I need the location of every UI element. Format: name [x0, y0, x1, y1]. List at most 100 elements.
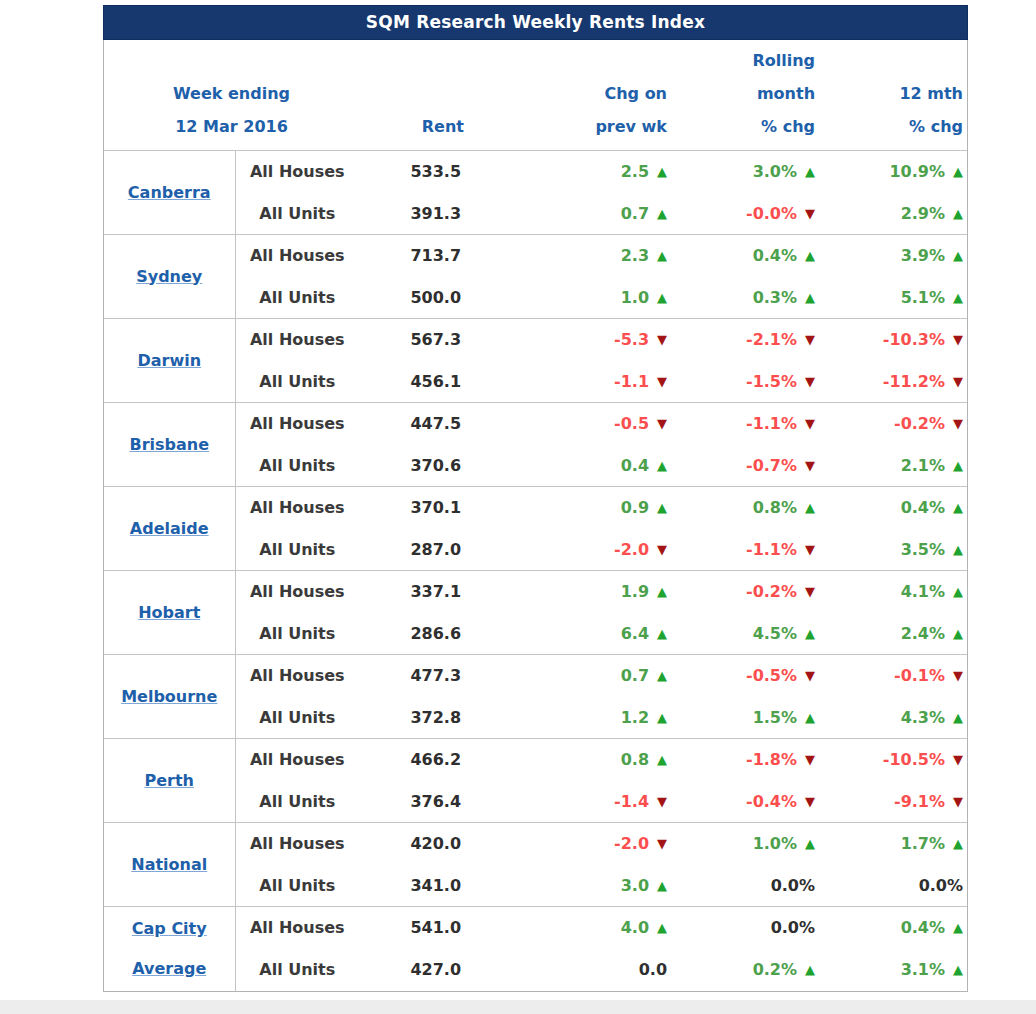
trend-arrow-icon: [953, 584, 963, 599]
chg-prev-wk-cell: -1.1: [466, 361, 669, 403]
table-title: SQM Research Weekly Rents Index: [366, 12, 705, 32]
trend-arrow-icon: [657, 332, 667, 347]
rent-value: 370.6: [359, 445, 466, 487]
chg-value: 1.2: [621, 708, 649, 727]
property-type: All Units: [235, 277, 359, 319]
trend-arrow-icon: [805, 752, 815, 767]
12mth-cell: 3.1%: [817, 949, 967, 991]
header-line: Chg on: [466, 77, 667, 110]
12mth-cell: 3.5%: [817, 529, 967, 571]
city-group-darwin: Darwin All Houses 567.3 -5.3 -2.1% -10.3…: [104, 319, 967, 403]
chg-prev-wk-cell: 0.7: [466, 193, 669, 235]
12mth-cell: -0.2%: [817, 403, 967, 445]
chg-prev-wk-cell: 2.3: [466, 235, 669, 277]
city-cell: Brisbane: [104, 403, 235, 487]
table-row: Brisbane All Houses 447.5 -0.5 -1.1% -0.…: [104, 403, 967, 445]
chg-prev-wk-cell: 6.4: [466, 613, 669, 655]
12mth-value: -0.1%: [894, 666, 945, 685]
city-group-canberra: Canberra All Houses 533.5 2.5 3.0% 10.9%…: [104, 151, 967, 235]
property-type: All Units: [235, 949, 359, 991]
rent-value: 286.6: [359, 613, 466, 655]
table-row: Perth All Houses 466.2 0.8 -1.8% -10.5%: [104, 739, 967, 781]
rolling-value: -0.7%: [746, 456, 797, 475]
rent-value: 376.4: [359, 781, 466, 823]
rent-value: 337.1: [359, 571, 466, 613]
12mth-value: 0.0%: [919, 876, 963, 895]
rolling-value: 3.0%: [753, 162, 797, 181]
table-row: Cap City Average All Houses 541.0 4.0 0.…: [104, 907, 967, 949]
property-type: All Units: [235, 529, 359, 571]
chg-prev-wk-cell: -2.0: [466, 823, 669, 865]
rolling-month-cell: -0.0%: [669, 193, 817, 235]
city-link[interactable]: Darwin: [137, 351, 201, 370]
12mth-value: 4.1%: [901, 582, 945, 601]
col-header-chg-prev-wk: Chg on prev wk: [466, 40, 669, 151]
rent-value: 420.0: [359, 823, 466, 865]
property-type: All Units: [235, 445, 359, 487]
city-link[interactable]: Perth: [144, 771, 194, 790]
property-type: All Houses: [235, 655, 359, 697]
property-type: All Units: [235, 193, 359, 235]
12mth-cell: 0.4%: [817, 487, 967, 529]
12mth-value: 3.1%: [901, 960, 945, 979]
rolling-value: -1.8%: [746, 750, 797, 769]
property-type: All Houses: [235, 319, 359, 361]
trend-arrow-icon: [953, 920, 963, 935]
rolling-month-cell: 0.2%: [669, 949, 817, 991]
trend-arrow-icon: [953, 626, 963, 641]
rent-value: 372.8: [359, 697, 466, 739]
chg-prev-wk-cell: -0.5: [466, 403, 669, 445]
table-row: Melbourne All Houses 477.3 0.7 -0.5% -0.…: [104, 655, 967, 697]
city-group-melbourne: Melbourne All Houses 477.3 0.7 -0.5% -0.…: [104, 655, 967, 739]
header-line: Rolling: [669, 44, 815, 77]
rolling-month-cell: 1.0%: [669, 823, 817, 865]
trend-arrow-icon: [657, 878, 667, 893]
trend-arrow-icon: [805, 206, 815, 221]
chg-prev-wk-cell: 1.0: [466, 277, 669, 319]
trend-arrow-icon: [805, 290, 815, 305]
rolling-value: -0.2%: [746, 582, 797, 601]
rolling-month-cell: -2.1%: [669, 319, 817, 361]
trend-arrow-icon: [953, 962, 963, 977]
rolling-month-cell: 0.4%: [669, 235, 817, 277]
col-header-rolling-month: Rolling month % chg: [669, 40, 817, 151]
rolling-month-cell: 0.8%: [669, 487, 817, 529]
table-row: Sydney All Houses 713.7 2.3 0.4% 3.9%: [104, 235, 967, 277]
city-link[interactable]: Cap City Average: [132, 919, 207, 978]
12mth-value: 3.5%: [901, 540, 945, 559]
chg-prev-wk-cell: -5.3: [466, 319, 669, 361]
rent-value: 427.0: [359, 949, 466, 991]
trend-arrow-icon: [657, 416, 667, 431]
city-link[interactable]: Melbourne: [121, 687, 217, 706]
chg-value: 1.9: [621, 582, 649, 601]
table-row: Darwin All Houses 567.3 -5.3 -2.1% -10.3…: [104, 319, 967, 361]
city-link[interactable]: Canberra: [128, 183, 211, 202]
city-link[interactable]: Adelaide: [130, 519, 209, 538]
rolling-month-cell: 0.3%: [669, 277, 817, 319]
chg-prev-wk-cell: 1.9: [466, 571, 669, 613]
12mth-cell: 4.3%: [817, 697, 967, 739]
chg-value: 2.3: [621, 246, 649, 265]
city-group-hobart: Hobart All Houses 337.1 1.9 -0.2% 4.1% A…: [104, 571, 967, 655]
city-link[interactable]: Sydney: [136, 267, 202, 286]
city-link[interactable]: Brisbane: [129, 435, 209, 454]
table-row: Canberra All Houses 533.5 2.5 3.0% 10.9%: [104, 151, 967, 193]
12mth-cell: 2.1%: [817, 445, 967, 487]
page: SQM Research Weekly Rents Index Week end…: [0, 0, 1036, 1014]
rolling-value: -1.5%: [746, 372, 797, 391]
trend-arrow-icon: [657, 500, 667, 515]
rolling-value: 1.5%: [753, 708, 797, 727]
rolling-month-cell: -1.5%: [669, 361, 817, 403]
chg-value: -5.3: [614, 330, 649, 349]
chg-value: 0.9: [621, 498, 649, 517]
trend-arrow-icon: [805, 332, 815, 347]
city-link[interactable]: Hobart: [138, 603, 200, 622]
chg-prev-wk-cell: -2.0: [466, 529, 669, 571]
chg-prev-wk-cell: 0.8: [466, 739, 669, 781]
12mth-cell: 2.9%: [817, 193, 967, 235]
city-link[interactable]: National: [131, 855, 207, 874]
trend-arrow-icon: [657, 290, 667, 305]
rolling-month-cell: -1.1%: [669, 529, 817, 571]
12mth-value: 1.7%: [901, 834, 945, 853]
12mth-value: 3.9%: [901, 246, 945, 265]
